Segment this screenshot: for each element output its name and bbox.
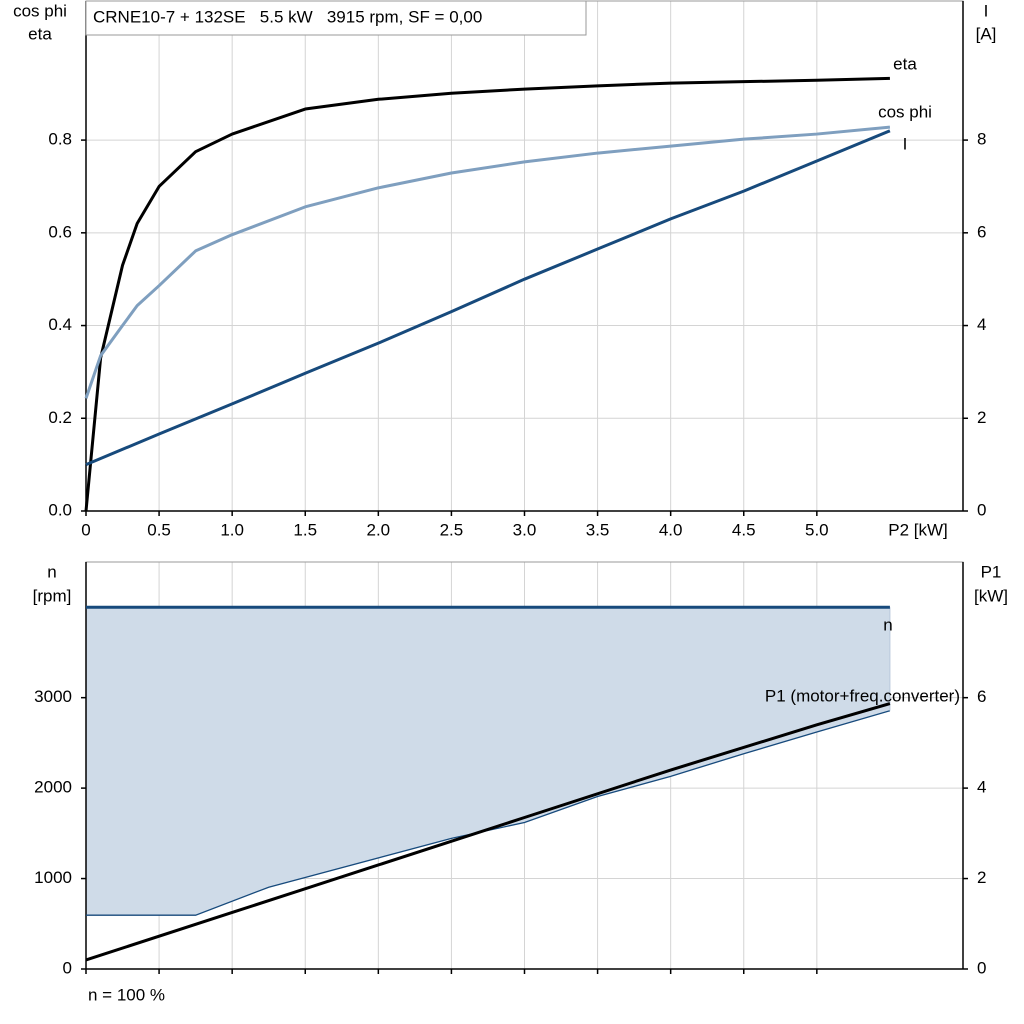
y-tick-label: 3000 — [34, 687, 72, 706]
x-axis-label: P2 [kW] — [888, 520, 948, 539]
note: n = 100 % — [88, 985, 165, 1004]
y2-axis-label: [kW] — [974, 586, 1008, 605]
x-tick-label: 2.5 — [440, 520, 464, 539]
x-tick-label: 3.5 — [586, 520, 610, 539]
series-line — [85, 702, 891, 962]
y2-axis-label: [A] — [976, 24, 997, 43]
x-tick-label: 1.0 — [220, 520, 244, 539]
series-label: P1 (motor+freq.converter) — [765, 686, 960, 705]
y2-tick-label: 0 — [977, 958, 986, 977]
y-axis-label: eta — [28, 24, 52, 43]
y-tick-label: 0.2 — [48, 408, 72, 427]
y2-tick-label: 2 — [977, 868, 986, 887]
y2-tick-label: 8 — [977, 130, 986, 149]
y-tick-label: 2000 — [34, 778, 72, 797]
back-layer — [85, 0, 964, 970]
y2-tick-label: 6 — [977, 687, 986, 706]
series-label: eta — [893, 54, 917, 73]
y2-tick-label: 2 — [977, 408, 986, 427]
y-tick-label: 0 — [63, 958, 72, 977]
x-tick-label: 0 — [81, 520, 90, 539]
x-tick-label: 3.0 — [513, 520, 537, 539]
y-tick-label: 0.6 — [48, 222, 72, 241]
y2-tick-label: 0 — [977, 500, 986, 519]
x-tick-label: 5.0 — [805, 520, 829, 539]
series-line — [84, 76, 890, 512]
y-tick-label: 0.8 — [48, 130, 72, 149]
x-tick-label: 0.5 — [147, 520, 171, 539]
y-tick-label: 0.0 — [48, 500, 72, 519]
y2-tick-label: 6 — [977, 222, 986, 241]
band-area — [86, 607, 890, 916]
series-label: I — [903, 134, 908, 153]
y2-tick-label: 4 — [977, 315, 986, 334]
series-line — [84, 125, 891, 399]
y-tick-label: 0.4 — [48, 315, 72, 334]
y-axis-label: cos phi — [13, 1, 67, 20]
x-tick-label: 2.0 — [367, 520, 391, 539]
chart-title: CRNE10-7 + 132SE 5.5 kW 3915 rpm, SF = 0… — [93, 7, 482, 26]
y-tick-label: 1000 — [34, 868, 72, 887]
series-label: n — [883, 615, 892, 634]
title-box — [85, 0, 587, 36]
y-axis-label: n — [47, 562, 56, 581]
x-tick-label: 4.0 — [659, 520, 683, 539]
x-tick-label: 1.5 — [293, 520, 317, 539]
x-tick-label: 4.5 — [732, 520, 756, 539]
series-label: cos phi — [878, 102, 932, 121]
y2-tick-label: 4 — [977, 778, 986, 797]
y2-axis-label: P1 — [981, 562, 1002, 581]
band-lower-line — [86, 710, 891, 916]
series-line — [85, 129, 891, 467]
front-layer: 0 0.5 1.0 1.5 2.0 2.5 3.0 3.5 4.0 4.5 5.0 0.0 0.2 0.4… — [34, 1, 986, 977]
y-axis-label: [rpm] — [33, 586, 72, 605]
y2-axis-label: I — [984, 1, 989, 20]
